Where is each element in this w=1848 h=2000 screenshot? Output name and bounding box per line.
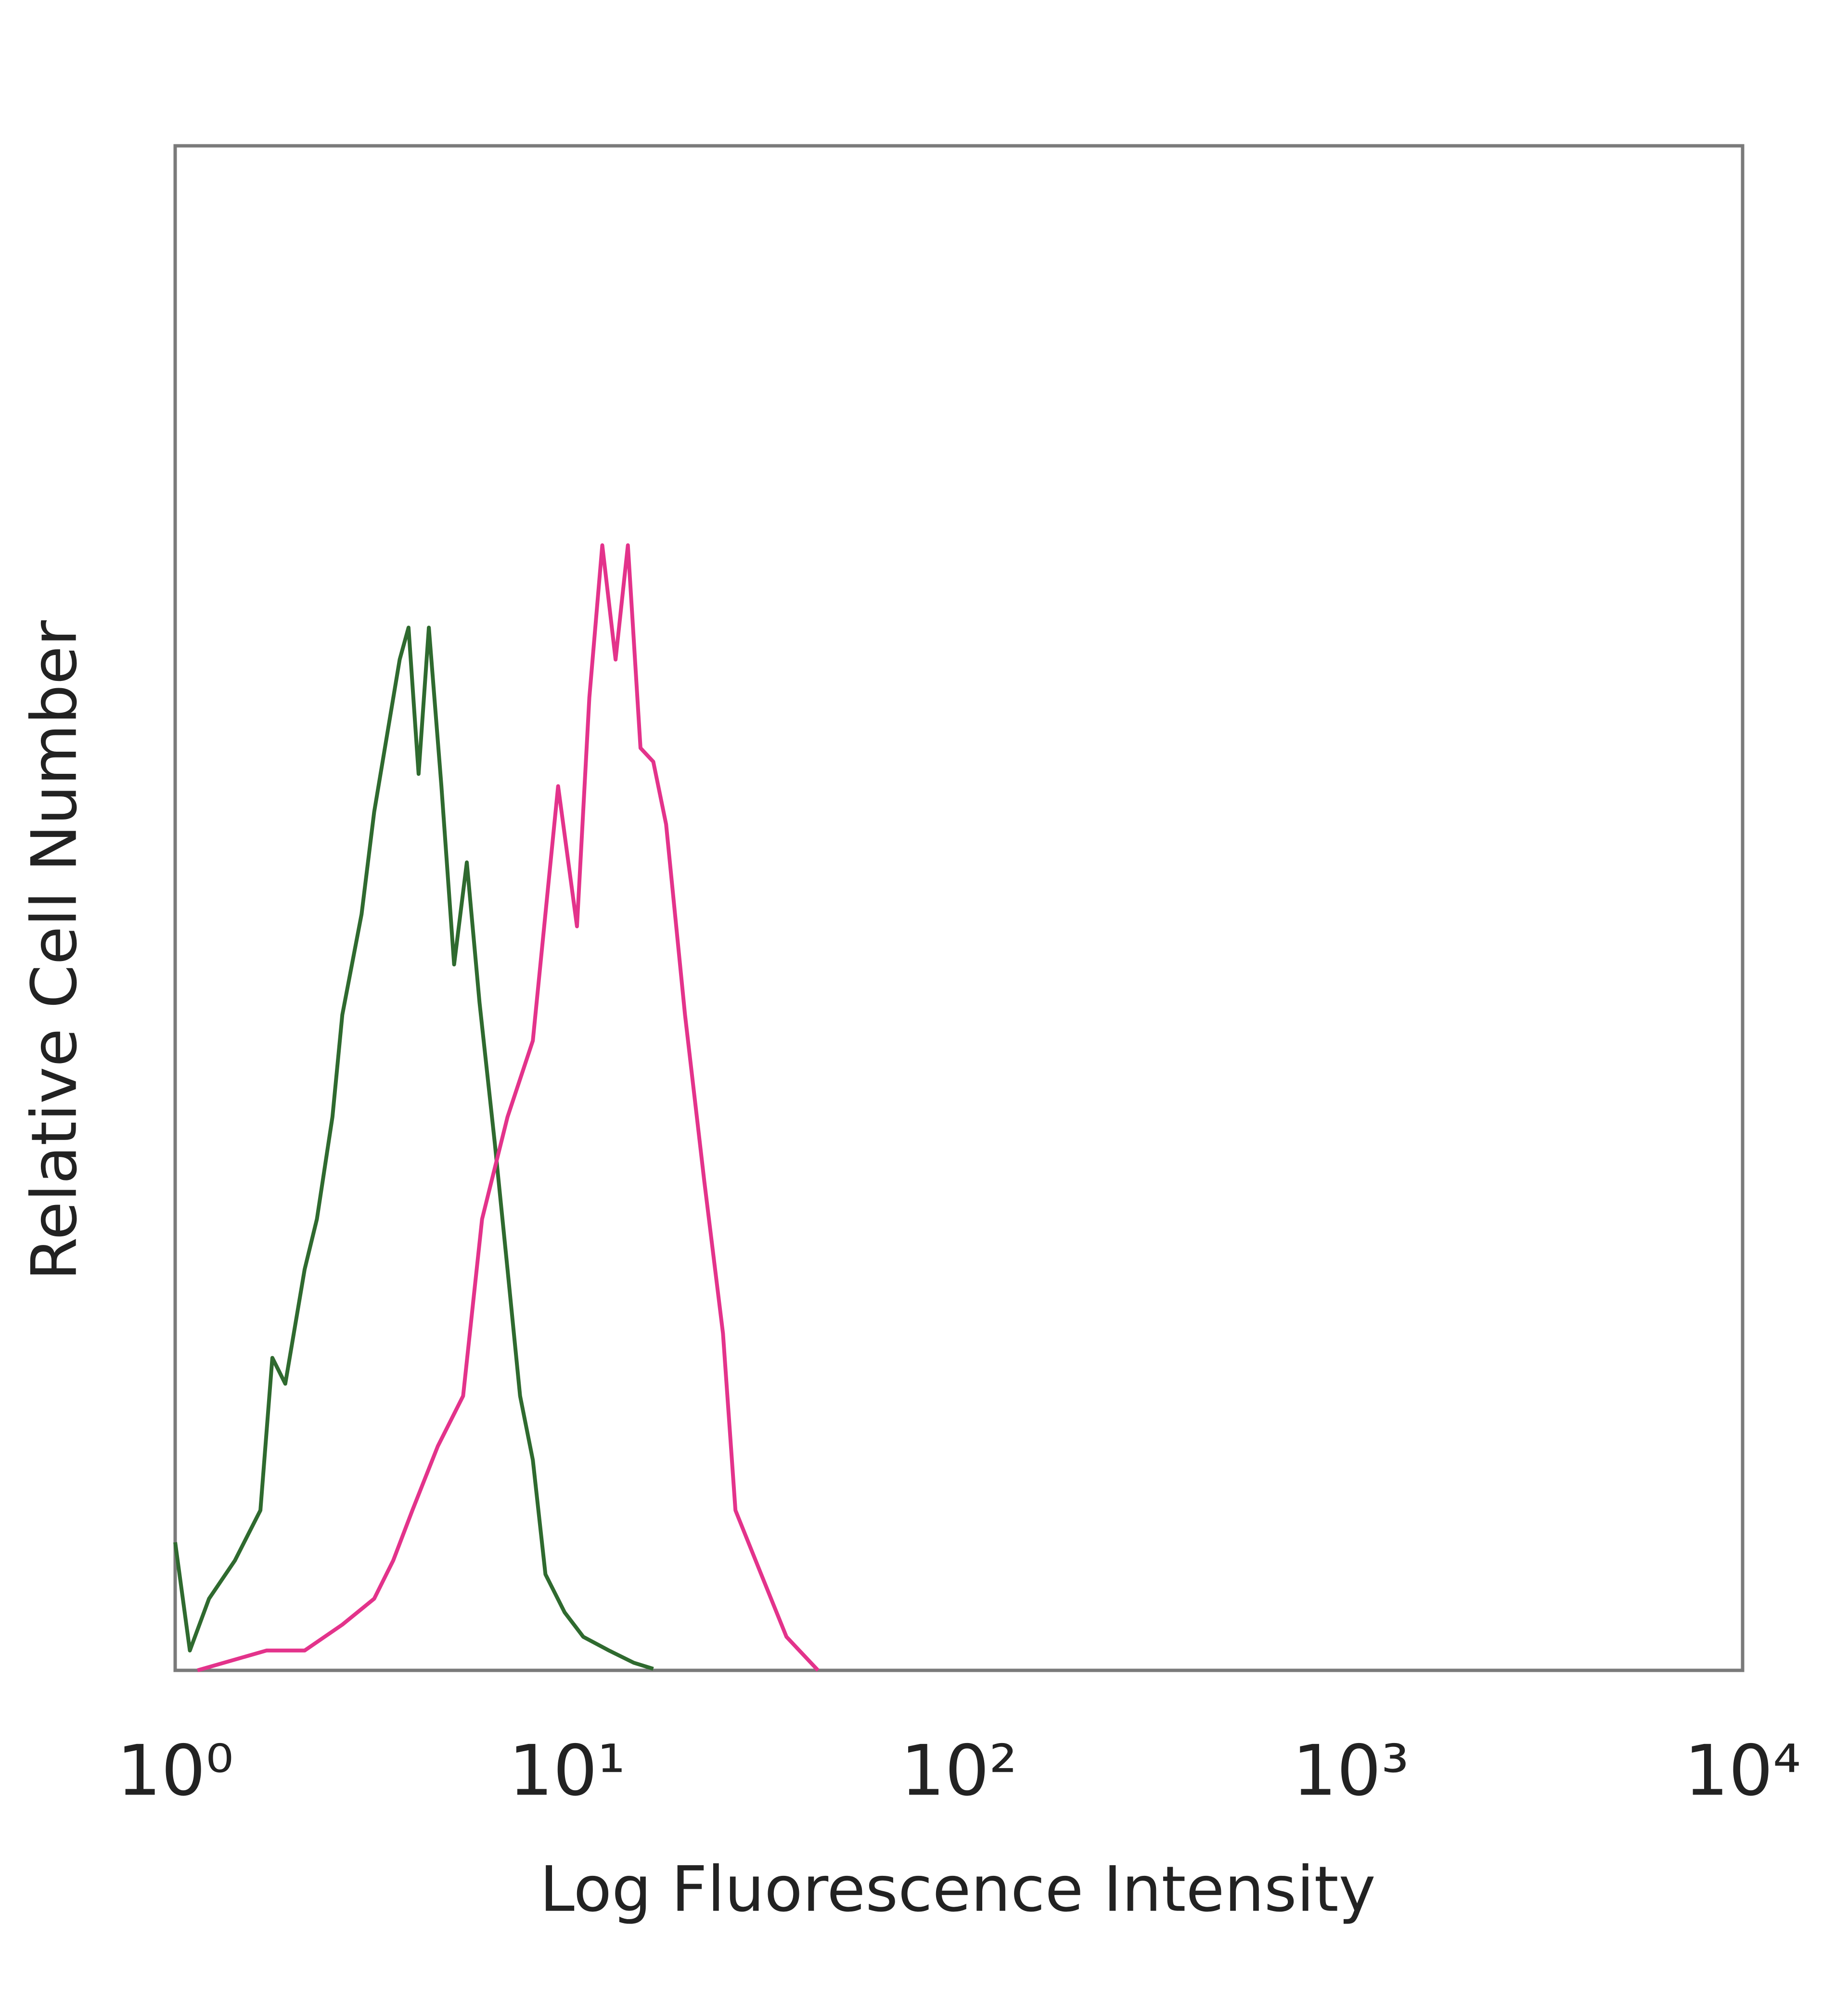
- y-axis-label: Relative Cell Number: [18, 620, 91, 1281]
- x-tick-label: 10²: [900, 1731, 1017, 1812]
- x-tick-label: 10⁰: [117, 1731, 234, 1812]
- x-tick-label: 10³: [1292, 1731, 1409, 1812]
- histogram-line: [197, 543, 820, 1672]
- x-axis-label: Log Fluorescence Intensity: [539, 1853, 1375, 1926]
- histogram-line: [173, 626, 654, 1671]
- x-tick-label: 10¹: [509, 1731, 626, 1812]
- plot-frame: [173, 144, 1745, 1672]
- x-tick-label: 10⁴: [1684, 1731, 1801, 1812]
